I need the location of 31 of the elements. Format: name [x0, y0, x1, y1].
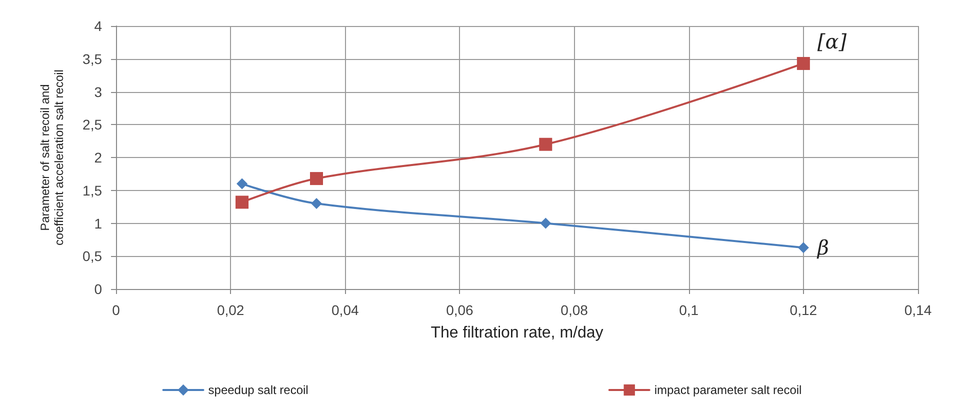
- point: [311, 198, 322, 210]
- y-tick-label: 1,5: [82, 182, 102, 198]
- x-tick-label: 0,1: [679, 302, 699, 318]
- x-tick-label: 0,04: [332, 302, 359, 318]
- y-tick-label: 1: [94, 215, 102, 232]
- x-tick-label: 0,12: [790, 302, 818, 318]
- y-tick-label: 2: [94, 150, 102, 166]
- y-tick-label: 0,5: [82, 248, 102, 264]
- y-tick-label: 3,5: [82, 50, 102, 67]
- legend-label: impact parameter salt recoil: [654, 383, 802, 397]
- y-axis-title: Parameter of salt recoil and coefficient acceleration salt recoil: [38, 70, 66, 246]
- point: [236, 196, 249, 209]
- point: [540, 218, 552, 229]
- x-tick-label: 0,02: [216, 302, 244, 318]
- point: [236, 178, 248, 190]
- annotation: [α]: [817, 29, 847, 54]
- x-tick-label: 0,08: [560, 302, 588, 318]
- point: [310, 172, 323, 186]
- y-tick-label: 4: [94, 18, 102, 34]
- x-tick-label: 0: [112, 302, 120, 318]
- x-tick-label: 0,14: [904, 302, 932, 318]
- point: [798, 242, 809, 254]
- y-tick-label: 3: [94, 84, 102, 100]
- point: [796, 56, 810, 70]
- y-tick-label: 2,5: [82, 116, 102, 133]
- x-tick-label: 0,06: [446, 302, 474, 318]
- x-axis-title: The filtration rate, m/day: [430, 324, 604, 342]
- point: [539, 138, 552, 151]
- legend-label: speedup salt recoil: [208, 383, 308, 397]
- y-tick-label: 0: [94, 281, 102, 297]
- annotation: β: [816, 236, 829, 260]
